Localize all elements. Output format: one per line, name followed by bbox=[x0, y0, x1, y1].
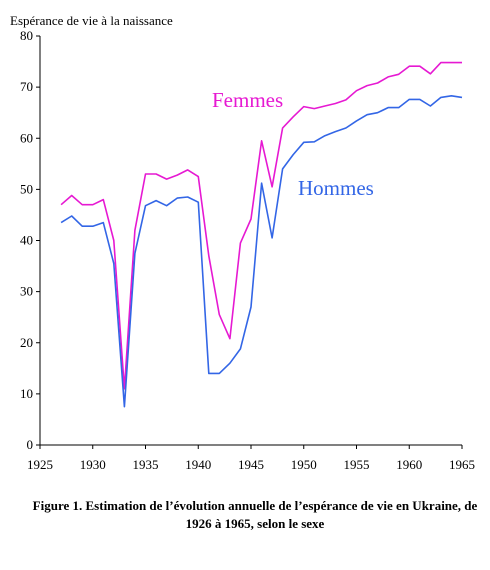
y-tick-label: 80 bbox=[20, 28, 33, 43]
y-tick-label: 70 bbox=[20, 79, 33, 94]
x-tick-label: 1940 bbox=[185, 457, 211, 472]
axes: 0 10 20 30 40 50 60 70 80 1925 1930 1935 1940 1945 195… bbox=[20, 28, 475, 472]
y-tick-label: 50 bbox=[20, 181, 33, 196]
y-tick-label: 0 bbox=[27, 437, 34, 452]
y-axis-label: Espérance de vie à la naissance bbox=[10, 13, 173, 28]
series-label-femmes: Femmes bbox=[212, 88, 283, 112]
y-tick-label: 30 bbox=[20, 284, 33, 299]
y-tick-label: 40 bbox=[20, 233, 33, 248]
x-tick-label: 1950 bbox=[291, 457, 317, 472]
x-tick-label: 1925 bbox=[27, 457, 53, 472]
x-tick-label: 1935 bbox=[133, 457, 159, 472]
x-tick-label: 1930 bbox=[80, 457, 106, 472]
figure-caption: Figure 1. Estimation de l’évolution annu… bbox=[32, 498, 478, 531]
y-tick-label: 20 bbox=[20, 335, 33, 350]
y-tick-label: 60 bbox=[20, 130, 33, 145]
life-expectancy-chart: Espérance de vie à la naissance 0 10 20 30 4… bbox=[10, 13, 475, 472]
series-line-hommes bbox=[60, 95, 463, 408]
x-tick-label: 1965 bbox=[449, 457, 475, 472]
series-label-hommes: Hommes bbox=[298, 176, 374, 200]
series-line-femmes bbox=[60, 61, 462, 390]
x-tick-label: 1955 bbox=[344, 457, 370, 472]
y-tick-label: 10 bbox=[20, 386, 33, 401]
x-tick-label: 1945 bbox=[238, 457, 264, 472]
series-lines bbox=[60, 61, 463, 408]
x-tick-label: 1960 bbox=[396, 457, 422, 472]
